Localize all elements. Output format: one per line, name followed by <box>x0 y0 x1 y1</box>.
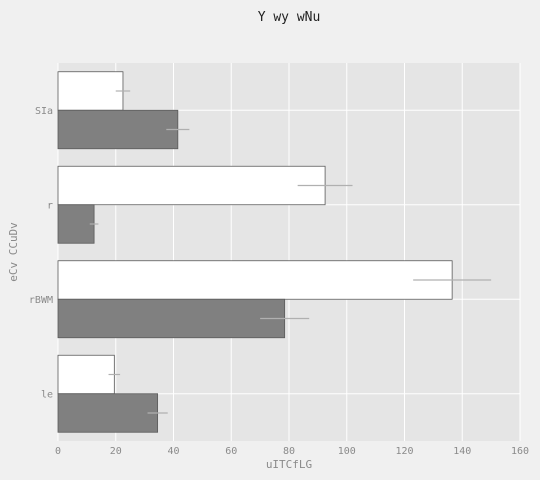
x-tick-label: 100 <box>338 446 356 457</box>
bars <box>57 71 453 433</box>
bar-rBWM-series-2 <box>57 298 286 339</box>
bar-SIa-series-2 <box>57 109 179 150</box>
bar-rBWM-series-1 <box>57 260 453 300</box>
chart-title: Y wy wNu <box>258 10 321 25</box>
y-tick-label: le <box>41 389 53 400</box>
y-tick-label: SIa <box>35 106 53 117</box>
y-axis-ticks: le rBWM r SIa <box>29 106 53 401</box>
x-tick-label: 60 <box>225 446 237 457</box>
x-tick-label: 140 <box>453 446 471 457</box>
x-tick-label: 40 <box>167 446 179 457</box>
y-axis-label: eCv CCuDv <box>7 222 20 282</box>
x-tick-label: 120 <box>395 446 413 457</box>
bar-r-series-1 <box>57 165 326 206</box>
x-tick-label: 0 <box>55 446 61 457</box>
bar-le-series-2 <box>57 393 159 433</box>
error-bars <box>89 90 492 414</box>
x-axis-ticks: 0 20 40 60 80 100 120 140 160 <box>55 446 529 457</box>
x-tick-label: 80 <box>283 446 295 457</box>
bar-le-series-1 <box>57 354 115 395</box>
x-axis-label: uITCfLG <box>266 458 312 471</box>
bar-r-series-2 <box>57 204 95 244</box>
x-tick-label: 160 <box>511 446 529 457</box>
y-tick-label: rBWM <box>29 295 53 306</box>
y-tick-label: r <box>47 200 53 211</box>
bar-SIa-series-1 <box>57 71 124 111</box>
x-tick-label: 20 <box>110 446 122 457</box>
